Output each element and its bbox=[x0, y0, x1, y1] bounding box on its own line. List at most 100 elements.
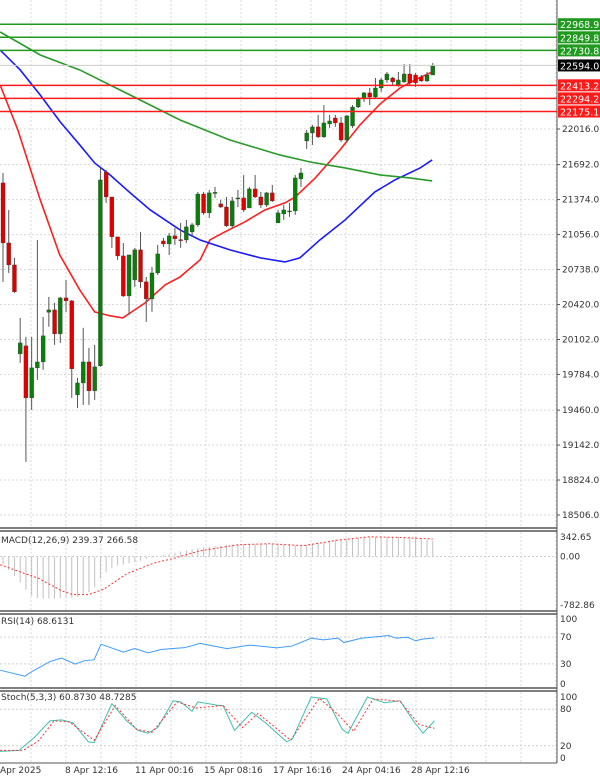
candle[interactable] bbox=[126, 254, 132, 315]
candle[interactable] bbox=[419, 75, 424, 82]
candle[interactable] bbox=[6, 209, 11, 273]
candle-body-bullish bbox=[350, 106, 355, 127]
candle-body-bullish bbox=[247, 188, 252, 209]
candle-body-bullish bbox=[167, 235, 172, 245]
candle[interactable] bbox=[212, 186, 218, 198]
rsi-axis-label: 30 bbox=[560, 660, 572, 670]
candle[interactable] bbox=[92, 344, 97, 400]
candle[interactable] bbox=[252, 174, 258, 198]
candle[interactable] bbox=[315, 114, 321, 138]
candle[interactable] bbox=[338, 117, 344, 142]
candle[interactable] bbox=[304, 129, 309, 149]
candle[interactable] bbox=[247, 186, 252, 209]
candle-body-bearish bbox=[0, 182, 6, 244]
price-tick-label: 19460.0 bbox=[562, 406, 599, 416]
candle[interactable] bbox=[275, 209, 281, 224]
stoch-panel[interactable]: Stoch(5,3,3) 60.8730 48.7285 bbox=[0, 693, 557, 752]
candle[interactable] bbox=[144, 276, 149, 322]
candle[interactable] bbox=[258, 191, 264, 208]
price-level-label: 22849.8 bbox=[560, 33, 599, 44]
candle[interactable] bbox=[350, 105, 355, 128]
candle[interactable] bbox=[98, 167, 103, 367]
candle[interactable] bbox=[230, 196, 235, 228]
candle[interactable] bbox=[12, 257, 17, 293]
candle[interactable] bbox=[344, 114, 349, 142]
candle[interactable] bbox=[178, 222, 183, 248]
candle[interactable] bbox=[103, 169, 109, 203]
candle[interactable] bbox=[424, 71, 430, 82]
candle[interactable] bbox=[333, 114, 338, 127]
candle[interactable] bbox=[264, 191, 269, 207]
candle[interactable] bbox=[58, 296, 63, 343]
candle[interactable] bbox=[81, 327, 86, 405]
candle[interactable] bbox=[184, 219, 189, 243]
candle[interactable] bbox=[298, 167, 304, 187]
candle[interactable] bbox=[18, 317, 23, 363]
candle[interactable] bbox=[86, 347, 92, 405]
candle-body-bullish bbox=[58, 297, 63, 335]
candle[interactable] bbox=[384, 71, 390, 83]
candle[interactable] bbox=[270, 184, 275, 202]
candle[interactable] bbox=[52, 302, 57, 345]
candle[interactable] bbox=[75, 377, 80, 408]
candle[interactable] bbox=[287, 202, 292, 217]
candle[interactable] bbox=[63, 279, 69, 312]
candle-body-bearish bbox=[178, 239, 183, 241]
candle[interactable] bbox=[121, 242, 126, 297]
price-panel[interactable] bbox=[0, 23, 557, 462]
candle[interactable] bbox=[361, 91, 367, 102]
candle[interactable] bbox=[155, 244, 160, 275]
candle[interactable] bbox=[430, 63, 435, 76]
candle-body-bearish bbox=[224, 206, 229, 227]
candle[interactable] bbox=[40, 316, 46, 370]
candle[interactable] bbox=[109, 196, 115, 248]
candle-body-bullish bbox=[29, 367, 34, 399]
candle[interactable] bbox=[0, 172, 6, 282]
rsi-axis-label: 70 bbox=[560, 633, 572, 643]
candle-body-bearish bbox=[218, 203, 223, 208]
candle[interactable] bbox=[23, 336, 29, 462]
candle[interactable] bbox=[327, 114, 332, 128]
macd-panel[interactable]: MACD(12,26,9) 239.37 266.58 bbox=[0, 536, 557, 599]
candle[interactable] bbox=[161, 237, 166, 247]
candle-body-bearish bbox=[23, 345, 29, 399]
candle[interactable] bbox=[218, 199, 223, 208]
candle[interactable] bbox=[367, 87, 372, 106]
candle-body-bullish bbox=[430, 65, 435, 76]
rsi-panel[interactable]: RSI(14) 68.6131 bbox=[0, 617, 557, 677]
candle[interactable] bbox=[132, 247, 137, 287]
candle-body-bearish bbox=[12, 264, 17, 293]
candle[interactable] bbox=[235, 189, 241, 207]
candle[interactable] bbox=[207, 189, 212, 218]
candle[interactable] bbox=[195, 191, 200, 227]
candle[interactable] bbox=[138, 231, 143, 288]
candle[interactable] bbox=[241, 174, 246, 212]
candle-body-bullish bbox=[98, 179, 103, 367]
candle[interactable] bbox=[35, 239, 40, 380]
candle[interactable] bbox=[407, 64, 412, 86]
candle[interactable] bbox=[293, 174, 298, 215]
candle[interactable] bbox=[29, 336, 34, 410]
candle[interactable] bbox=[46, 296, 51, 327]
candle[interactable] bbox=[189, 222, 195, 237]
candle[interactable] bbox=[321, 105, 327, 138]
candle-body-bearish bbox=[258, 196, 264, 206]
candle[interactable] bbox=[172, 227, 178, 245]
candle[interactable] bbox=[69, 299, 74, 398]
candle[interactable] bbox=[390, 76, 395, 86]
price-tick-label: 20738.0 bbox=[562, 266, 599, 276]
candle[interactable] bbox=[281, 204, 286, 220]
candle[interactable] bbox=[115, 236, 120, 260]
candle[interactable] bbox=[310, 124, 315, 145]
candle-body-bullish bbox=[207, 192, 212, 214]
candle[interactable] bbox=[373, 77, 378, 98]
candle[interactable] bbox=[149, 266, 155, 312]
stoch-axis-label: 80 bbox=[560, 705, 572, 715]
candle[interactable] bbox=[401, 64, 407, 83]
candle[interactable] bbox=[167, 232, 172, 255]
candle[interactable] bbox=[224, 196, 229, 227]
candle-body-bullish bbox=[424, 74, 430, 82]
candle[interactable] bbox=[201, 191, 206, 215]
candle-body-bearish bbox=[390, 77, 395, 83]
